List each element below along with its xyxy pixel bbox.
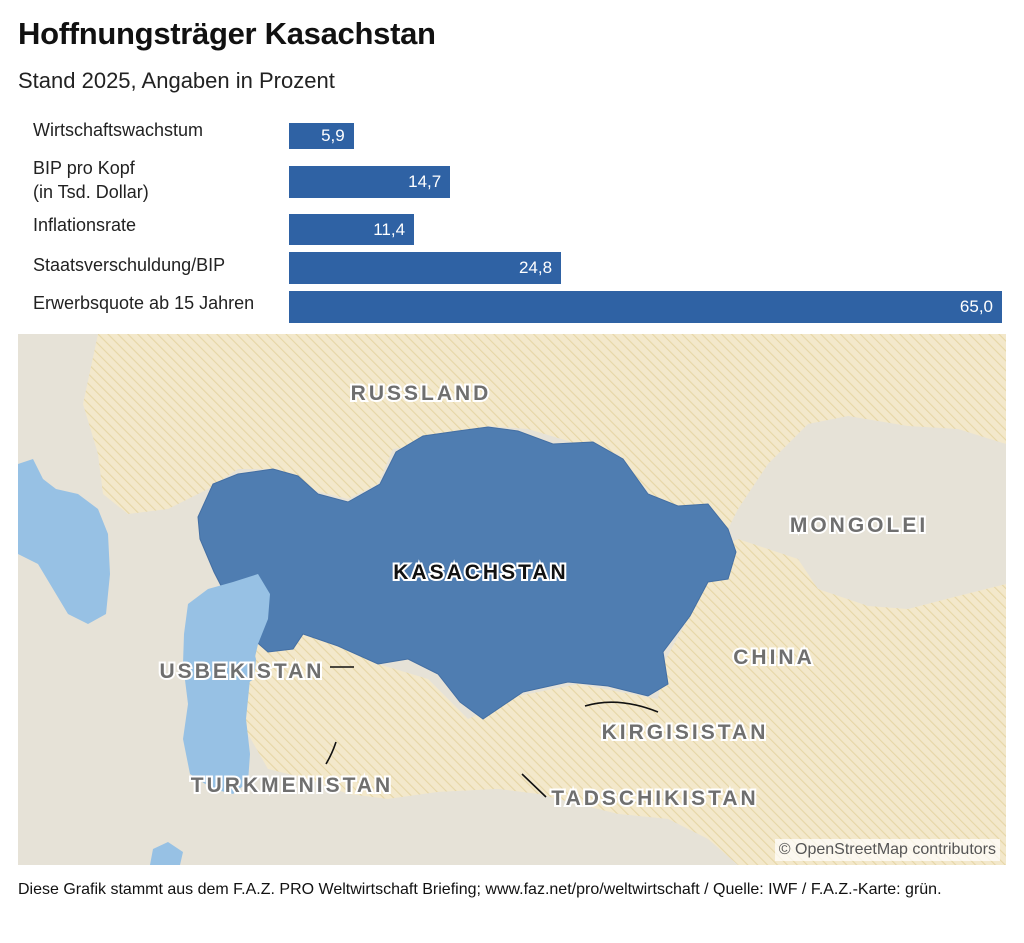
label-kyrgyzstan: KIRGISISTAN bbox=[602, 721, 769, 744]
map: RUSSLAND MONGOLEI KASACHSTAN CHINA USBEK… bbox=[18, 334, 1006, 865]
aral-sea bbox=[226, 634, 256, 686]
russia-area bbox=[83, 334, 1006, 549]
bar: 11,4 bbox=[289, 214, 415, 245]
category-label: Inflationsrate bbox=[33, 213, 136, 237]
chart-title: Hoffnungsträger Kasachstan bbox=[18, 16, 436, 51]
label-russia: RUSSLAND bbox=[351, 382, 492, 405]
bar-value-label: 24,8 bbox=[518, 258, 553, 277]
category-label-line: Erwerbsquote ab 15 Jahren bbox=[33, 293, 255, 313]
bar-chart: Wirtschaftswachstum 5,9 BIP pro Kopf (in Ts… bbox=[0, 118, 1024, 330]
category-label-line: BIP pro Kopf bbox=[33, 158, 135, 178]
caspian-sea bbox=[183, 574, 270, 794]
bar: 5,9 bbox=[289, 123, 354, 149]
category-label-line: Inflationsrate bbox=[33, 215, 137, 235]
map-attribution: © OpenStreetMap contributors bbox=[774, 839, 1000, 861]
label-kazakhstan: KASACHSTAN bbox=[393, 561, 568, 584]
bar-value-label: 65,0 bbox=[959, 297, 993, 316]
category-label-line: Wirtschaftswachstum bbox=[33, 120, 204, 140]
label-tajikistan: TADSCHIKISTAN bbox=[551, 787, 758, 810]
china-area bbox=[618, 539, 1006, 865]
category-label: Staatsverschuldung/BIP bbox=[33, 253, 225, 277]
label-china: CHINA bbox=[733, 646, 815, 669]
footer-source: Diese Grafik stammt aus dem F.A.Z. PRO W… bbox=[18, 881, 942, 898]
label-uzbekistan: USBEKISTAN bbox=[160, 660, 325, 683]
kyrgyzstan-leader-line bbox=[584, 701, 659, 713]
chart-subtitle: Stand 2025, Angaben in Prozent bbox=[18, 68, 335, 93]
category-label: BIP pro Kopf (in Tsd. Dollar) bbox=[33, 156, 149, 204]
turkmenistan-leader-line bbox=[325, 741, 337, 765]
bar: 24,8 bbox=[289, 252, 562, 284]
category-label-line: Staatsverschuldung/BIP bbox=[33, 255, 226, 275]
bar-value-label: 14,7 bbox=[408, 172, 442, 191]
mongolia-area bbox=[738, 426, 1006, 609]
category-label: Wirtschaftswachstum bbox=[33, 118, 203, 142]
bar-value-label: 5,9 bbox=[321, 126, 345, 145]
bar: 65,0 bbox=[289, 291, 1002, 323]
south-grey-area bbox=[158, 769, 738, 865]
bar: 14,7 bbox=[289, 166, 451, 198]
tajikistan-leader-line bbox=[521, 773, 547, 798]
central-asia-area bbox=[233, 619, 668, 819]
category-label: Erwerbsquote ab 15 Jahren bbox=[33, 291, 254, 315]
small-water bbox=[150, 842, 183, 865]
kazakhstan-area bbox=[197, 426, 737, 720]
west-water bbox=[18, 459, 110, 624]
category-label-line: (in Tsd. Dollar) bbox=[33, 182, 149, 202]
bar-value-label: 11,4 bbox=[373, 219, 406, 239]
map-svg: RUSSLAND MONGOLEI KASACHSTAN CHINA USBEK… bbox=[18, 334, 1006, 865]
label-turkmenistan: TURKMENISTAN bbox=[191, 774, 393, 797]
label-mongolia: MONGOLEI bbox=[790, 514, 928, 537]
